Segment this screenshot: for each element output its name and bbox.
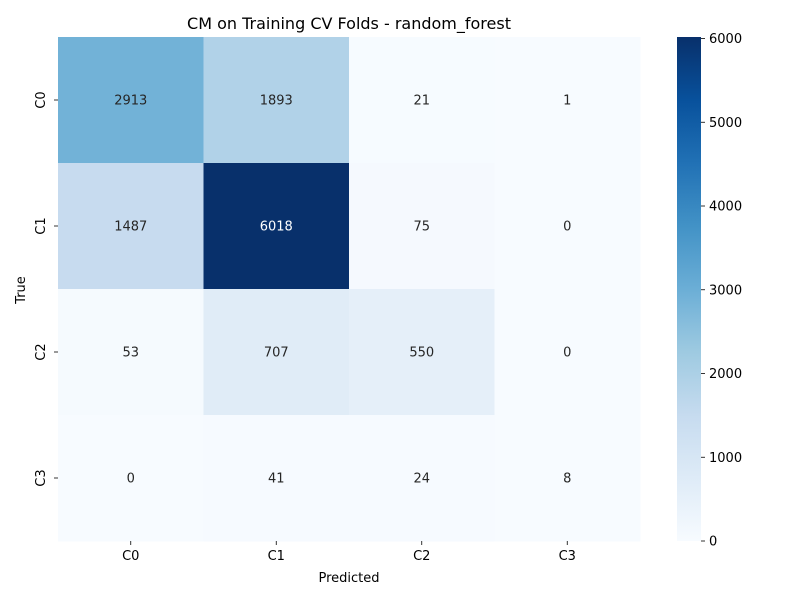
colorbar-tick-label: 5000 (709, 116, 742, 131)
heatmap-cell (58, 37, 204, 164)
x-tick-label: C1 (268, 549, 285, 564)
heatmap-cell (494, 289, 641, 416)
heatmap-cell (494, 415, 641, 542)
cell-value-label: 53 (122, 346, 139, 361)
cell-value-label: 1893 (260, 94, 293, 109)
heatmap-cell (349, 37, 495, 164)
cell-value-label: 1487 (114, 220, 147, 235)
heatmap-cell (203, 415, 350, 542)
colorbar-tick-label: 3000 (709, 283, 742, 298)
cell-value-label: 707 (264, 346, 289, 361)
cell-value-label: 21 (413, 94, 430, 109)
cell-value-label: 2913 (114, 94, 147, 109)
cell-value-label: 41 (268, 472, 285, 487)
heatmap-cell (58, 415, 204, 542)
cell-value-label: 0 (127, 472, 135, 487)
y-axis-label: True (14, 276, 29, 305)
cell-value-label: 24 (413, 472, 430, 487)
cell-value-label: 75 (413, 220, 430, 235)
heatmap-cell (58, 289, 204, 416)
cell-value-label: 1 (563, 94, 571, 109)
cell-value-label: 550 (409, 346, 434, 361)
heatmap-cell (203, 163, 350, 290)
x-axis-label: Predicted (318, 571, 379, 586)
colorbar-tick-label: 1000 (709, 451, 742, 466)
y-tick-label: C2 (34, 343, 49, 360)
chart-title: CM on Training CV Folds - random_forest (187, 14, 511, 34)
cell-value-label: 0 (563, 346, 571, 361)
cell-value-label: 0 (563, 220, 571, 235)
heatmap-cell (349, 163, 495, 290)
colorbar: 0 1000 2000 3000 4000 5000 6000 (677, 32, 742, 550)
heatmap-cell (349, 289, 495, 416)
heatmap-cells: 2913 1893 21 1 1487 6018 75 0 53 707 550 0 0 41 24 8 (58, 37, 641, 542)
x-axis-ticks: C0 C1 C2 C3 (122, 541, 576, 564)
colorbar-tick-label: 6000 (709, 32, 742, 47)
heatmap-cell (349, 415, 495, 542)
heatmap-cell (494, 37, 641, 164)
heatmap-cell (58, 163, 204, 290)
y-tick-label: C3 (34, 469, 49, 486)
x-tick-label: C2 (413, 549, 430, 564)
cell-value-label: 8 (563, 472, 571, 487)
heatmap-cell (203, 289, 350, 416)
cell-value-label: 6018 (260, 220, 293, 235)
y-axis-ticks: C0 C1 C2 C3 (34, 91, 58, 487)
heatmap-cell (494, 163, 641, 290)
colorbar-ticks: 0 1000 2000 3000 4000 5000 6000 (701, 32, 742, 550)
y-tick-label: C0 (34, 91, 49, 108)
colorbar-tick-label: 2000 (709, 367, 742, 382)
y-tick-label: C1 (34, 217, 49, 234)
colorbar-gradient (677, 37, 701, 541)
colorbar-tick-label: 0 (709, 535, 717, 550)
x-tick-label: C0 (122, 549, 139, 564)
colorbar-tick-label: 4000 (709, 200, 742, 215)
heatmap-cell (203, 37, 350, 164)
x-tick-label: C3 (559, 549, 576, 564)
